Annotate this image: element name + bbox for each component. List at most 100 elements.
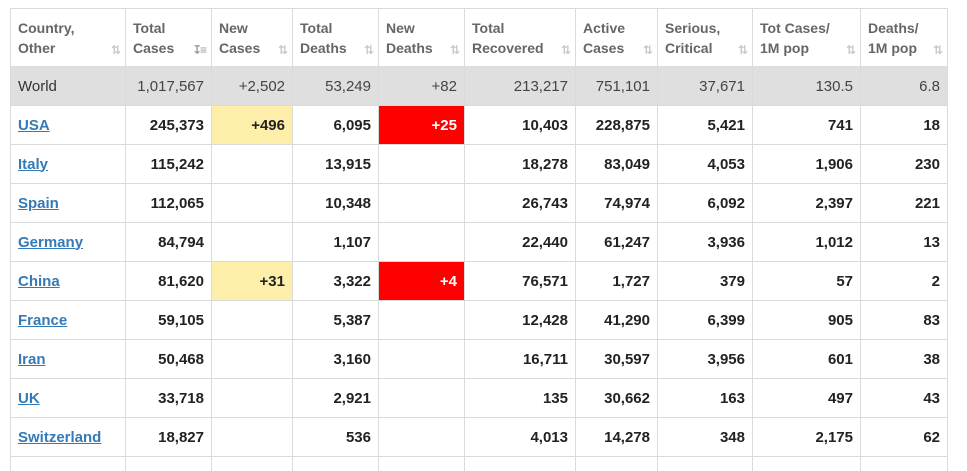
column-header-deaths-per-1m[interactable]: Deaths/1M pop ⇅ [860,8,948,67]
sort-arrows-icon[interactable]: ↧≡ [191,43,207,57]
deaths-per-1m-cell: 38 [860,339,948,379]
cases-per-1m-cell: 497 [752,378,861,418]
active-cases-cell: 41,290 [575,300,658,340]
sort-arrows-icon[interactable]: ⇅ [449,43,460,57]
cases-per-1m-cell: 1,012 [752,222,861,262]
serious-critical-cell: 163 [657,378,753,418]
country-link[interactable]: USA [18,116,50,134]
world-total-cases: 1,017,567 [125,66,212,106]
world-active-cases: 751,101 [575,66,658,106]
cases-per-1m-cell: 905 [752,300,861,340]
deaths-per-1m-cell: 13 [860,222,948,262]
total-deaths-cell: 3,160 [292,339,379,379]
total-cases-cell: 115,242 [125,144,212,184]
active-cases-cell: 74,974 [575,183,658,223]
column-header-label-line2: Deaths [300,39,347,56]
new-cases-cell [211,417,293,457]
cases-per-1m-cell: 57 [752,261,861,301]
new-deaths-cell [378,339,465,379]
column-header-label-line2: Other [18,39,56,56]
sort-arrows-icon[interactable]: ⇅ [110,43,121,57]
column-header-label-line1: Tot Cases/ [760,19,830,36]
cases-per-1m-cell: 1,906 [752,144,861,184]
world-new-cases: +2,502 [211,66,293,106]
table-row: Germany 84,794 1,107 22,440 61,247 3,936 1,012… [10,222,948,262]
country-cell: USA [10,105,126,145]
new-deaths-cell [378,183,465,223]
total-cases-cell: 50,468 [125,339,212,379]
column-header-total-recovered[interactable]: Total Recovered ⇅ [464,8,576,67]
sort-arrows-icon[interactable]: ⇅ [932,43,943,57]
sort-arrows-icon[interactable]: ⇅ [845,43,856,57]
total-deaths-cell: 2,921 [292,378,379,418]
column-header-label-line2: Recovered [472,39,544,56]
new-deaths-cell: +4 [378,261,465,301]
column-header-total-cases[interactable]: Total Cases ↧≡ [125,8,212,67]
country-link[interactable]: France [18,311,68,329]
column-header-new-cases[interactable]: New Cases ⇅ [211,8,293,67]
country-cell: Switzerland [10,417,126,457]
column-header-label-line2: 1M pop [760,39,809,56]
new-cases-cell: +31 [211,261,293,301]
serious-critical-cell: 3,956 [657,339,753,379]
total-deaths-cell: 3,322 [292,261,379,301]
column-header-new-deaths[interactable]: New Deaths ⇅ [378,8,465,67]
table-row: Switzerland 18,827 536 4,013 14,278 348 2,175 6… [10,417,948,457]
new-deaths-cell: +25 [378,105,465,145]
country-link[interactable]: Germany [18,233,84,251]
country-cell: China [10,261,126,301]
deaths-per-1m-cell: 221 [860,183,948,223]
cases-per-1m-cell: 741 [752,105,861,145]
empty-cell [211,456,293,471]
country-link[interactable]: Iran [18,350,46,368]
serious-critical-cell: 5,421 [657,105,753,145]
country-link[interactable]: UK [18,389,40,407]
total-recovered-cell: 4,013 [464,417,576,457]
total-cases-cell: 245,373 [125,105,212,145]
column-header-label-line1: Deaths/ [868,19,919,36]
sort-arrows-icon[interactable]: ⇅ [737,43,748,57]
deaths-per-1m-cell: 62 [860,417,948,457]
active-cases-cell: 83,049 [575,144,658,184]
stats-table-container: Country, Other ⇅ Total Cases ↧≡ New Cases ⇅ Total… [10,8,948,471]
table-body: World 1,017,567 +2,502 53,249 +82 213,21… [10,66,948,471]
country-link[interactable]: Spain [18,194,59,212]
country-cell: UK [10,378,126,418]
country-link[interactable]: Italy [18,155,49,173]
world-serious-critical: 37,671 [657,66,753,106]
sort-arrows-icon[interactable]: ⇅ [363,43,374,57]
total-recovered-cell: 76,571 [464,261,576,301]
sort-arrows-icon[interactable]: ⇅ [642,43,653,57]
active-cases-cell: 30,597 [575,339,658,379]
active-cases-cell: 61,247 [575,222,658,262]
sort-arrows-icon[interactable]: ⇅ [277,43,288,57]
total-recovered-cell: 10,403 [464,105,576,145]
column-header-total-deaths[interactable]: Total Deaths ⇅ [292,8,379,67]
cases-per-1m-cell: 2,397 [752,183,861,223]
sort-arrows-icon[interactable]: ⇅ [560,43,571,57]
column-header-serious-critical[interactable]: Serious, Critical ⇅ [657,8,753,67]
country-cell: Iran [10,339,126,379]
column-header-label-line1: Total [133,19,166,36]
world-label: World [10,66,126,106]
active-cases-cell: 1,727 [575,261,658,301]
total-deaths-cell: 1,107 [292,222,379,262]
covid-stats-table: Country, Other ⇅ Total Cases ↧≡ New Cases ⇅ Total… [10,8,948,471]
column-header-country[interactable]: Country, Other ⇅ [10,8,126,67]
cases-per-1m-cell: 601 [752,339,861,379]
column-header-cases-per-1m[interactable]: Tot Cases/1M pop ⇅ [752,8,861,67]
new-deaths-cell [378,417,465,457]
total-recovered-cell: 135 [464,378,576,418]
country-cell: Italy [10,144,126,184]
total-cases-cell: 81,620 [125,261,212,301]
deaths-per-1m-cell: 18 [860,105,948,145]
column-header-active-cases[interactable]: Active Cases ⇅ [575,8,658,67]
column-header-label-line2: Cases [133,39,175,56]
column-header-label-line1: Active [583,19,626,36]
active-cases-cell: 30,662 [575,378,658,418]
empty-cell [125,456,212,471]
empty-cell [10,456,126,471]
country-link[interactable]: China [18,272,60,290]
active-cases-cell: 228,875 [575,105,658,145]
country-link[interactable]: Switzerland [18,428,102,446]
